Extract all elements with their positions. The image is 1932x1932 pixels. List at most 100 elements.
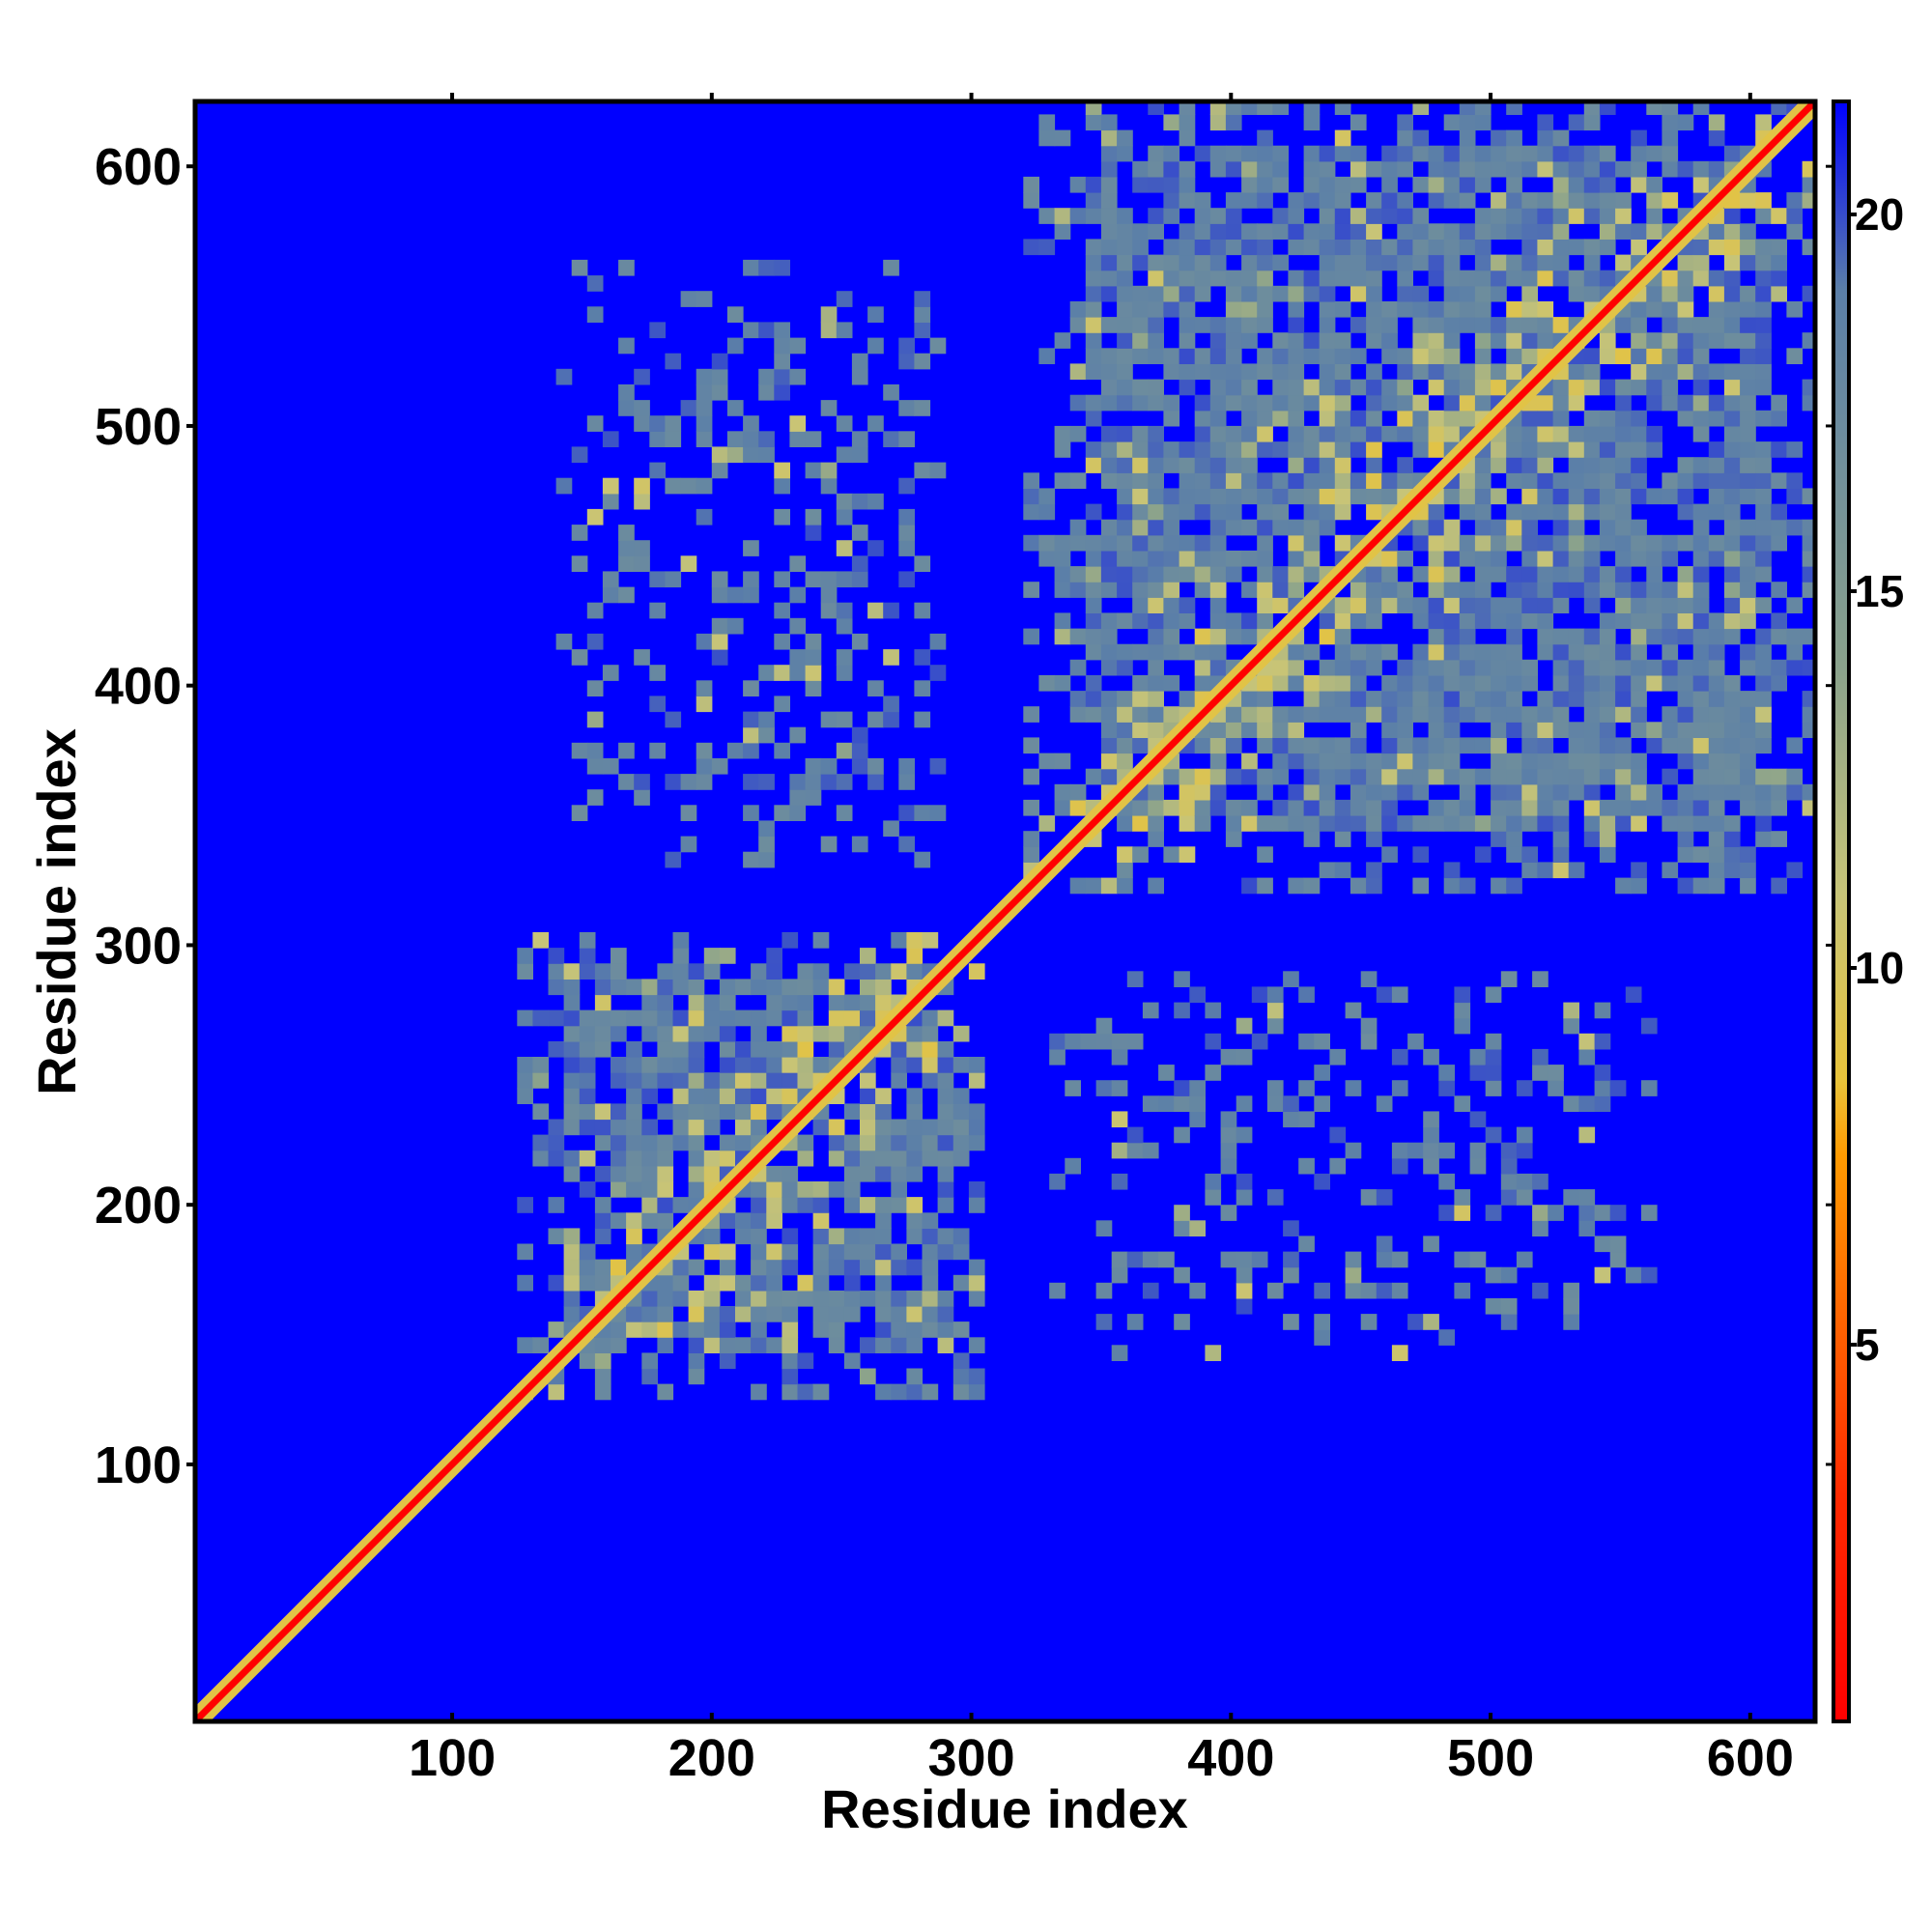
heatmap-cell-interdomain — [1454, 1205, 1471, 1221]
heatmap-cell-domain-2 — [1100, 192, 1118, 209]
heatmap-cell-domain-2 — [1303, 176, 1321, 193]
heatmap-cell-interdomain — [1423, 1048, 1439, 1065]
heatmap-cell-interdomain — [789, 617, 807, 635]
heatmap-cell-domain-2 — [1334, 101, 1351, 115]
heatmap-cell-domain-2 — [1631, 612, 1647, 630]
heatmap-cell-domain-2 — [1381, 192, 1398, 209]
heatmap-cell-domain-2 — [1272, 254, 1289, 271]
heatmap-cell-interdomain — [1594, 1095, 1611, 1112]
heatmap-cell-domain-1 — [766, 979, 782, 996]
heatmap-cell-domain-2 — [1288, 488, 1305, 505]
heatmap-cell-domain-2 — [1552, 472, 1570, 489]
heatmap-cell-interdomain — [680, 477, 697, 495]
heatmap-cell-domain-2 — [1521, 519, 1538, 536]
heatmap-cell-domain-2 — [1303, 566, 1321, 582]
heatmap-cell-interdomain — [1236, 1126, 1253, 1144]
heatmap-cell-interdomain — [1174, 1266, 1190, 1284]
heatmap-cell-domain-1 — [688, 1009, 705, 1027]
heatmap-cell-interdomain — [820, 836, 838, 853]
heatmap-cell-domain-2 — [1257, 566, 1273, 582]
heatmap-cell-domain-2 — [1303, 239, 1321, 256]
heatmap-cell-domain-2 — [1117, 503, 1133, 521]
heatmap-cell-domain-1 — [781, 1337, 799, 1353]
heatmap-cell-domain-2 — [1802, 239, 1815, 256]
heatmap-cell-domain-2 — [1521, 799, 1538, 816]
heatmap-cell-domain-1 — [891, 1165, 907, 1182]
heatmap-cell-domain-2 — [1397, 239, 1413, 256]
heatmap-cell-domain-2 — [1334, 597, 1351, 613]
heatmap-cell-domain-1 — [594, 1103, 611, 1121]
heatmap-cell-domain-2 — [1085, 706, 1102, 723]
heatmap-cell-domain-1 — [703, 1274, 721, 1292]
heatmap-cell-domain-2 — [1615, 768, 1632, 785]
heatmap-cell-domain-1 — [563, 1290, 581, 1307]
heatmap-cell-domain-1 — [735, 979, 752, 996]
heatmap-cell-domain-1 — [751, 1383, 767, 1401]
heatmap-cell-domain-2 — [1412, 768, 1430, 785]
heatmap-cell-domain-2 — [1412, 566, 1430, 582]
heatmap-cell-interdomain — [696, 757, 713, 775]
heatmap-cell-interdomain — [634, 555, 650, 572]
heatmap-cell-domain-2 — [1708, 877, 1725, 895]
heatmap-cell-domain-2 — [1132, 706, 1149, 723]
heatmap-cell-domain-2 — [1552, 753, 1570, 770]
heatmap-cell-domain-2 — [1802, 691, 1815, 707]
heatmap-cell-domain-2 — [1209, 239, 1227, 256]
heatmap-cell-domain-2 — [1225, 612, 1242, 630]
heatmap-cell-domain-1 — [579, 1181, 596, 1198]
heatmap-cell-domain-1 — [781, 1321, 799, 1338]
heatmap-cell-domain-2 — [1412, 239, 1430, 256]
heatmap-cell-domain-2 — [1568, 270, 1585, 287]
heatmap-cell-interdomain — [929, 633, 947, 650]
heatmap-cell-domain-1 — [611, 979, 627, 996]
heatmap-cell-domain-2 — [1397, 815, 1413, 832]
heatmap-cell-domain-2 — [1381, 488, 1398, 505]
heatmap-cell-interdomain — [665, 477, 682, 495]
heatmap-cell-domain-2 — [1615, 643, 1632, 661]
heatmap-cell-domain-2 — [1257, 410, 1273, 427]
heatmap-cell-domain-2 — [1491, 643, 1507, 661]
heatmap-cell-interdomain — [680, 400, 697, 416]
heatmap-cell-interdomain — [867, 602, 884, 619]
heatmap-cell-domain-2 — [1491, 192, 1507, 209]
heatmap-cell-domain-2 — [1085, 101, 1102, 115]
heatmap-cell-domain-2 — [1723, 674, 1741, 692]
heatmap-cell-domain-2 — [1272, 659, 1289, 676]
heatmap-cell-domain-2 — [1443, 691, 1461, 707]
heatmap-cell-interdomain — [1376, 1251, 1393, 1268]
heatmap-cell-domain-2 — [1257, 394, 1273, 412]
heatmap-cell-interdomain — [743, 540, 759, 556]
heatmap-cell-domain-2 — [1366, 831, 1382, 847]
x-tick-label: 100 — [409, 1729, 496, 1787]
heatmap-cell-domain-2 — [1319, 815, 1336, 832]
heatmap-cell-domain-2 — [1194, 737, 1211, 754]
heatmap-cell-domain-1 — [626, 979, 642, 996]
heatmap-cell-interdomain — [1095, 1017, 1113, 1035]
heatmap-cell-domain-2 — [1163, 410, 1180, 427]
heatmap-cell-domain-2 — [1412, 691, 1430, 707]
heatmap-cell-domain-2 — [1552, 145, 1570, 162]
heatmap-cell-domain-1 — [781, 1088, 799, 1104]
heatmap-cell-domain-2 — [1583, 643, 1601, 661]
heatmap-cell-domain-2 — [1583, 674, 1601, 692]
heatmap-cell-domain-2 — [1179, 317, 1196, 333]
heatmap-cell-domain-2 — [1443, 410, 1461, 427]
heatmap-cell-domain-2 — [1163, 612, 1180, 630]
heatmap-cell-interdomain — [1578, 1095, 1596, 1112]
heatmap-cell-domain-2 — [1334, 643, 1351, 661]
heatmap-cell-domain-2 — [1786, 862, 1804, 879]
heatmap-cell-domain-2 — [1100, 550, 1118, 567]
heatmap-cell-interdomain — [618, 400, 635, 416]
heatmap-cell-interdomain — [1314, 1282, 1330, 1299]
heatmap-cell-domain-2 — [1506, 783, 1522, 801]
heatmap-cell-interdomain — [1314, 1033, 1330, 1050]
heatmap-cell-domain-2 — [1615, 441, 1632, 458]
heatmap-cell-domain-2 — [1692, 612, 1710, 630]
heatmap-cell-domain-2 — [1755, 691, 1772, 707]
heatmap-cell-domain-2 — [1288, 566, 1305, 582]
heatmap-cell-domain-2 — [1631, 862, 1647, 879]
heatmap-cell-domain-2 — [1755, 706, 1772, 723]
heatmap-cell-domain-1 — [812, 1025, 830, 1042]
heatmap-cell-domain-2 — [1723, 753, 1741, 770]
heatmap-cell-domain-2 — [1692, 722, 1710, 738]
